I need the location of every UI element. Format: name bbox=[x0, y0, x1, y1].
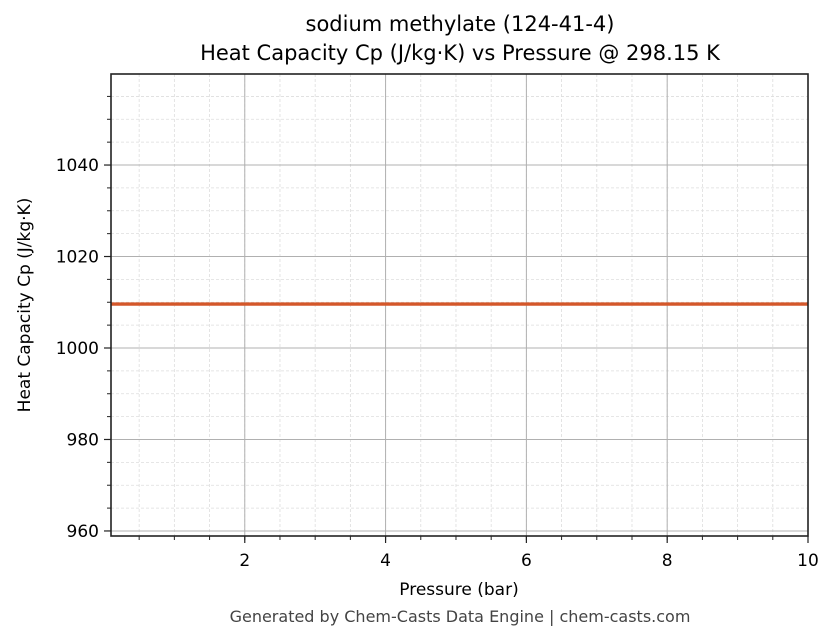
x-tick-label: 8 bbox=[662, 551, 673, 571]
axis-ticks bbox=[104, 95, 809, 543]
chart-subtitle: Heat Capacity Cp (J/kg·K) vs Pressure @ … bbox=[200, 41, 720, 65]
y-tick-labels: 960 980 1000 1020 1040 bbox=[56, 156, 99, 542]
y-tick-label: 1040 bbox=[56, 156, 99, 176]
y-tick-label: 960 bbox=[67, 522, 99, 542]
y-tick-label: 1020 bbox=[56, 248, 99, 268]
y-axis-label: Heat Capacity Cp (J/kg·K) bbox=[15, 198, 35, 413]
x-tick-label: 10 bbox=[797, 551, 819, 571]
axes-frame bbox=[110, 73, 809, 537]
x-tick-label: 2 bbox=[239, 551, 250, 571]
x-tick-labels: 2 4 6 8 10 bbox=[239, 551, 818, 571]
x-tick-label: 4 bbox=[380, 551, 391, 571]
x-axis-label: Pressure (bar) bbox=[399, 580, 518, 600]
footer-credit: Generated by Chem-Casts Data Engine | ch… bbox=[229, 607, 691, 626]
x-tick-label: 6 bbox=[521, 551, 532, 571]
chart-title: sodium methylate (124-41-4) bbox=[305, 12, 615, 36]
y-tick-label: 980 bbox=[67, 430, 99, 450]
y-tick-label: 1000 bbox=[56, 339, 99, 359]
